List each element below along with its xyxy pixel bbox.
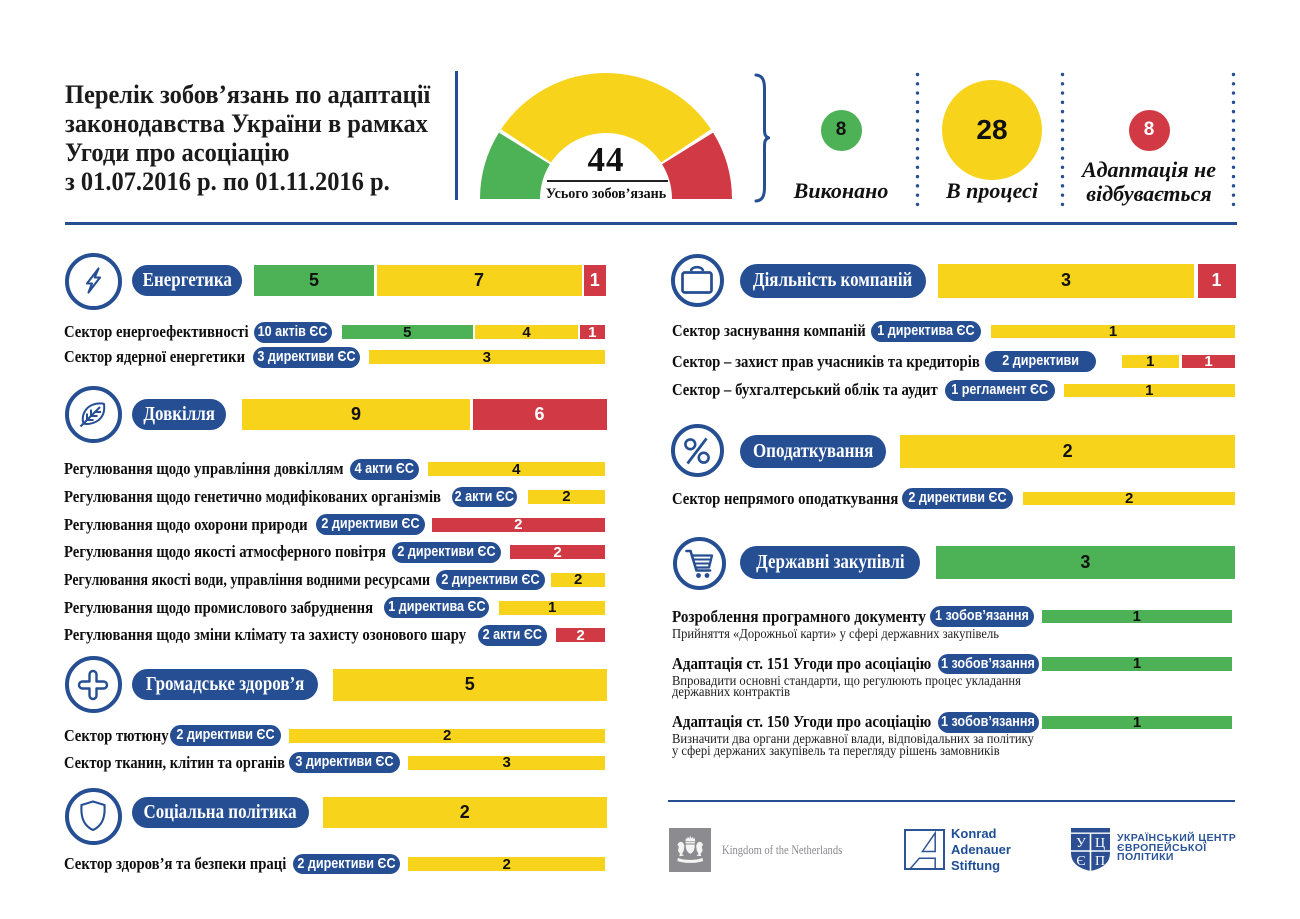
svg-text:У: У (1076, 836, 1086, 851)
svg-text:Є: Є (1076, 854, 1085, 869)
svg-text:П: П (1094, 854, 1104, 869)
svg-text:Ц: Ц (1094, 836, 1104, 851)
